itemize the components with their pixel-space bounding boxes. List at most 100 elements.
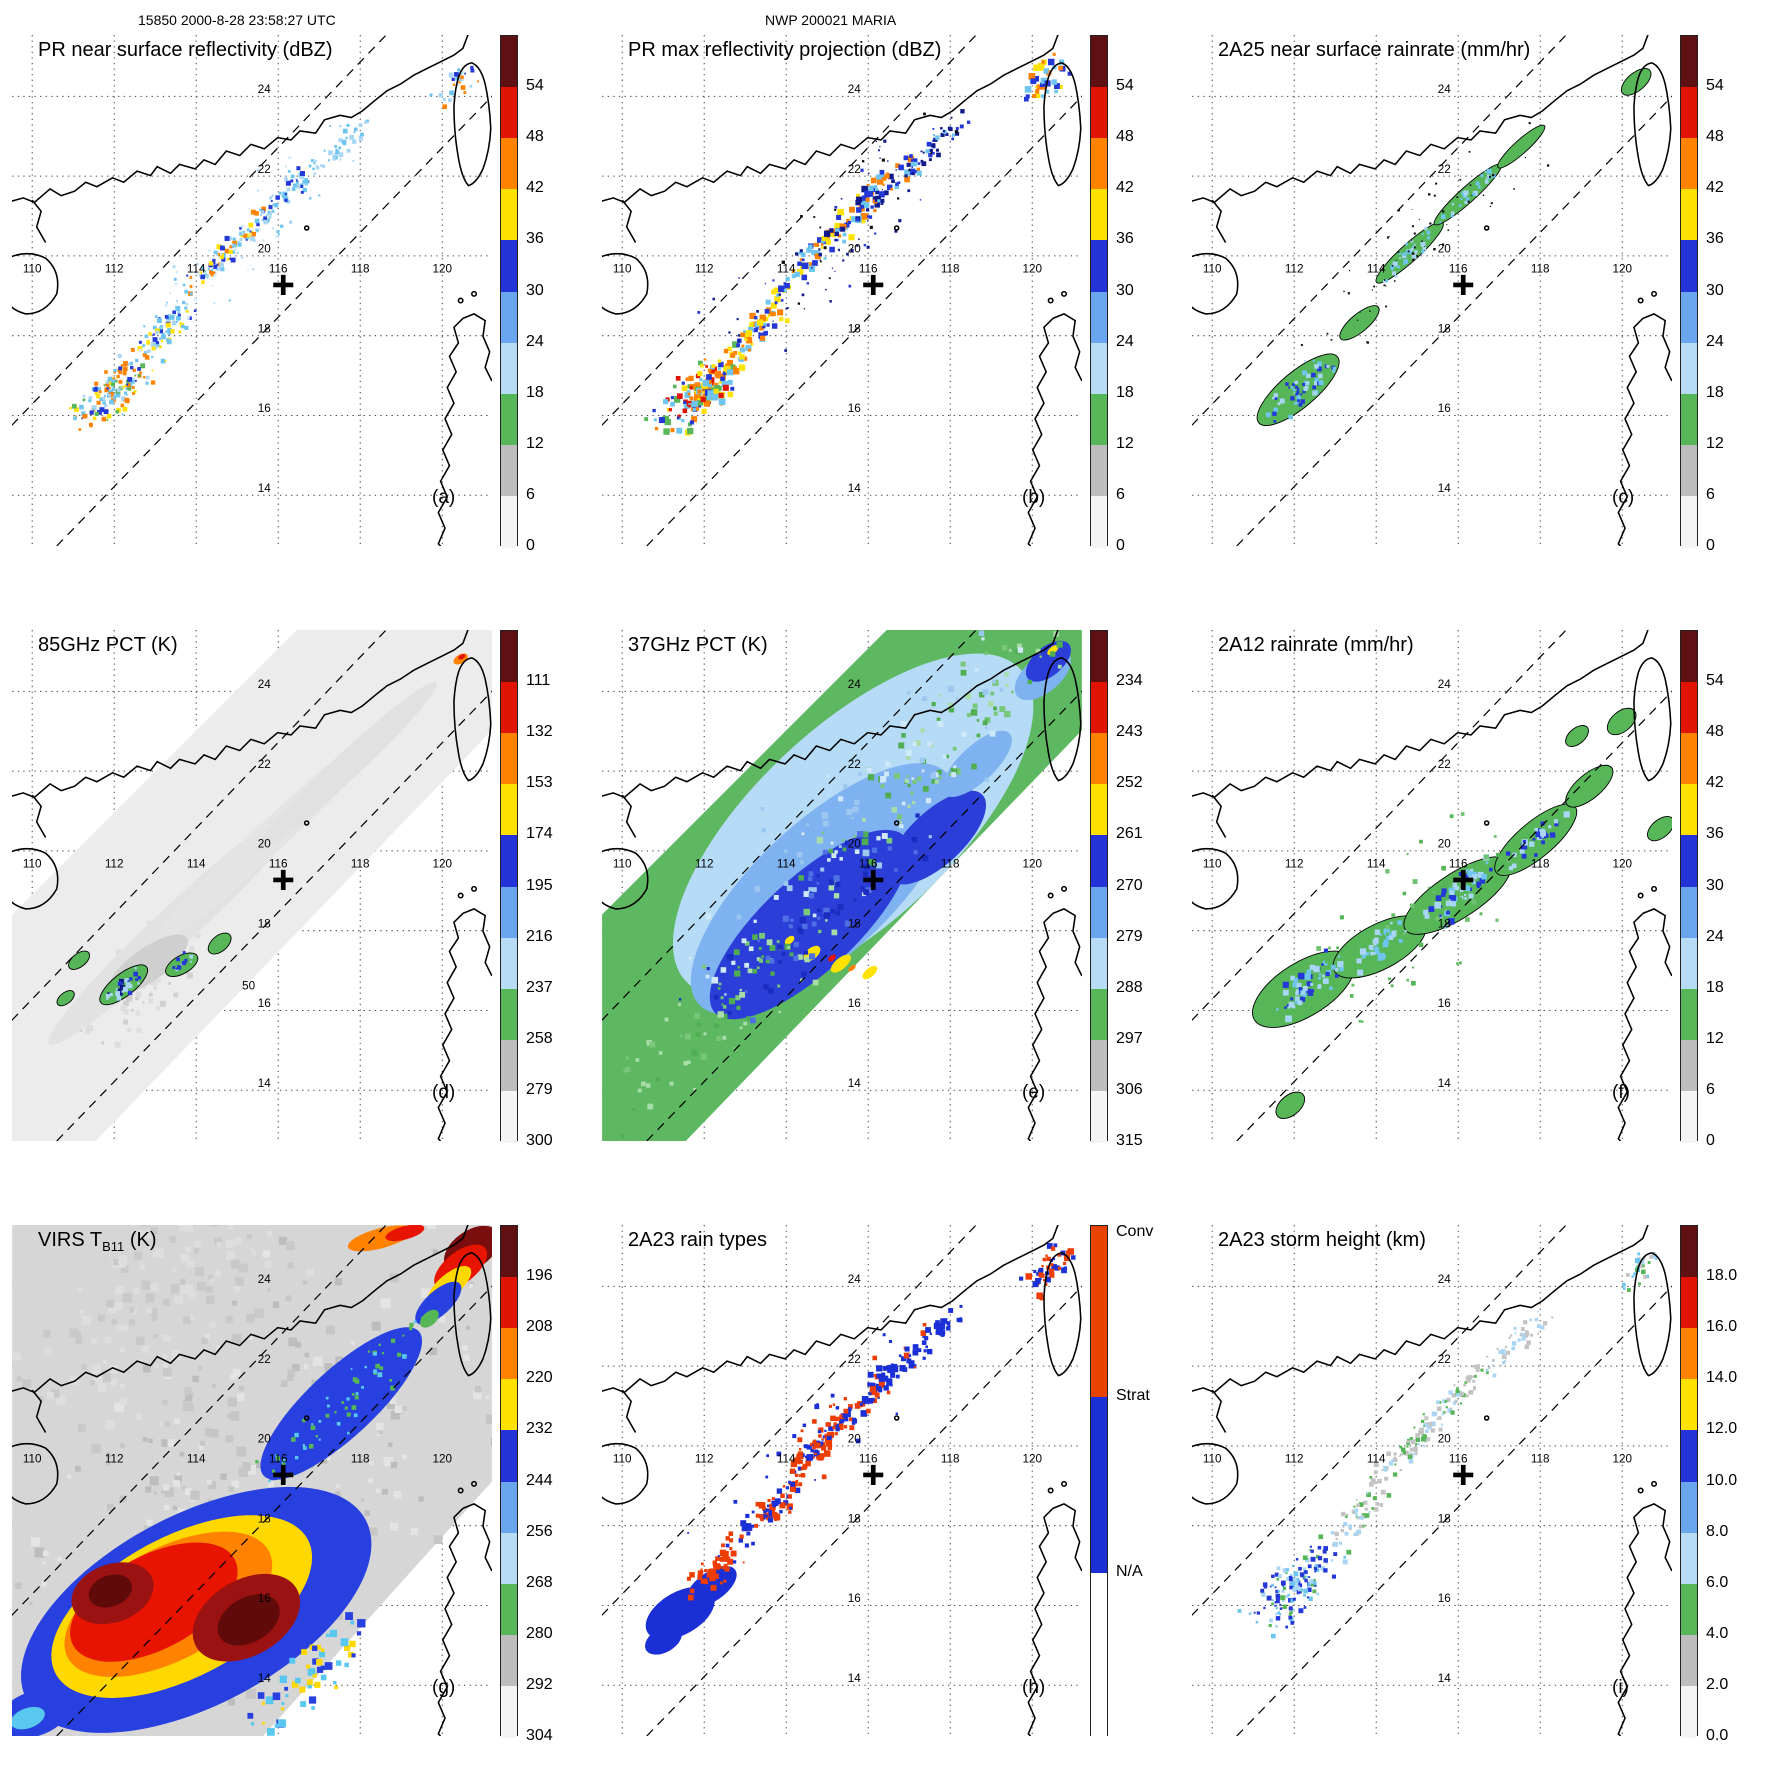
data-pixel xyxy=(1342,1526,1345,1528)
data-pixel xyxy=(1372,1496,1377,1501)
data-pixel xyxy=(1631,1275,1634,1278)
data-pixel xyxy=(861,838,869,846)
data-pixel xyxy=(1293,392,1296,395)
lon-label: 120 xyxy=(432,263,452,276)
data-pixel xyxy=(1388,236,1390,238)
data-pixel xyxy=(1435,182,1438,185)
data-pixel xyxy=(894,773,900,779)
data-pixel xyxy=(120,1005,127,1012)
data-pixel xyxy=(1411,239,1413,241)
data-pixel xyxy=(922,696,927,702)
colorbar-reflectivity: 54 48 42 36 30 24 18 12 6 0 xyxy=(500,35,588,554)
data-pixel xyxy=(102,1359,108,1365)
data-pixel xyxy=(1633,1279,1636,1282)
data-pixel xyxy=(881,833,888,839)
data-pixel xyxy=(219,245,225,251)
data-pixel xyxy=(1293,1571,1299,1577)
data-pixel xyxy=(945,132,949,136)
data-pixel xyxy=(82,398,86,402)
data-pixel xyxy=(1322,1549,1327,1554)
data-pixel xyxy=(990,691,995,696)
data-pixel xyxy=(984,726,988,730)
data-pixel xyxy=(878,1375,885,1382)
data-pixel xyxy=(797,1466,802,1471)
data-pixel xyxy=(833,875,840,882)
data-pixel xyxy=(881,1372,886,1377)
data-pixel xyxy=(164,314,169,319)
data-pixel xyxy=(1292,388,1296,392)
data-pixel xyxy=(897,181,901,185)
data-pixel xyxy=(1492,173,1495,177)
data-pixel xyxy=(267,1230,273,1237)
data-pixel xyxy=(55,1395,66,1405)
data-pixel xyxy=(248,207,251,209)
data-pixel xyxy=(889,1383,893,1387)
data-pixel xyxy=(1373,952,1376,955)
lat-label: 24 xyxy=(258,83,272,96)
data-pixel xyxy=(1379,933,1382,936)
data-pixel xyxy=(1045,89,1050,94)
data-pixel xyxy=(934,779,939,784)
data-pixel xyxy=(788,924,793,929)
data-pixel xyxy=(768,1513,773,1517)
colorbar-strip xyxy=(1090,35,1108,548)
data-pixel xyxy=(1033,1269,1037,1274)
data-blob xyxy=(217,1594,280,1646)
data-pixel xyxy=(162,1484,170,1491)
data-pixel xyxy=(847,1407,852,1412)
data-pixel xyxy=(1486,1355,1489,1358)
data-pixel xyxy=(1405,1441,1408,1444)
data-pixel xyxy=(951,772,957,778)
data-pixel xyxy=(769,959,775,964)
data-pixel xyxy=(768,1509,773,1514)
data-pixel xyxy=(465,1325,470,1330)
data-pixel xyxy=(1444,908,1447,912)
colorbar-tick: 195 xyxy=(526,876,553,894)
data-pixel xyxy=(1253,1611,1256,1614)
data-pixel xyxy=(251,1251,257,1256)
lat-label: 18 xyxy=(258,1512,271,1525)
colorbar-segment xyxy=(1681,189,1697,241)
data-pixel xyxy=(1455,1389,1460,1394)
data-pixel xyxy=(320,164,323,167)
data-pixel xyxy=(213,273,217,277)
data-pixel xyxy=(766,323,770,327)
colorbar-segment xyxy=(1681,291,1697,344)
data-pixel xyxy=(174,1418,180,1424)
data-pixel xyxy=(277,1719,287,1728)
data-pixel xyxy=(1534,1317,1539,1322)
data-pixel xyxy=(825,919,828,922)
lat-label: 14 xyxy=(258,1077,272,1090)
data-pixel xyxy=(862,195,868,201)
data-pixel xyxy=(159,1421,164,1426)
data-pixel xyxy=(842,259,845,262)
data-pixel xyxy=(1263,1606,1266,1610)
data-pixel xyxy=(971,763,977,770)
data-pixel xyxy=(190,1490,200,1500)
data-pixel xyxy=(219,255,224,260)
data-pixel xyxy=(413,1320,417,1324)
lon-label: 116 xyxy=(859,263,878,276)
data-pixel xyxy=(1290,997,1294,1001)
data-pixel xyxy=(941,1318,948,1324)
data-pixel xyxy=(455,76,460,81)
data-pixel xyxy=(1395,932,1398,935)
data-pixel xyxy=(322,164,326,168)
panel-c: 110 112 114 116 118 120 24 22 20 18 16 14 2A25 near… xyxy=(1192,35,1771,580)
data-pixel xyxy=(81,1364,87,1370)
data-pixel xyxy=(823,241,827,245)
data-pixel xyxy=(1419,1427,1424,1433)
data-pixel xyxy=(1479,878,1486,884)
data-pixel xyxy=(706,967,710,971)
data-pixel xyxy=(1289,1585,1294,1590)
data-pixel xyxy=(160,339,164,343)
data-pixel xyxy=(724,1556,731,1562)
data-pixel xyxy=(1392,1472,1398,1477)
data-pixel xyxy=(79,404,84,410)
data-pixel xyxy=(168,1235,176,1243)
data-pixel xyxy=(1384,942,1389,947)
colorbar-segment xyxy=(1681,733,1697,785)
data-pixel xyxy=(254,211,259,216)
data-pixel xyxy=(786,307,789,309)
data-pixel xyxy=(982,689,989,696)
